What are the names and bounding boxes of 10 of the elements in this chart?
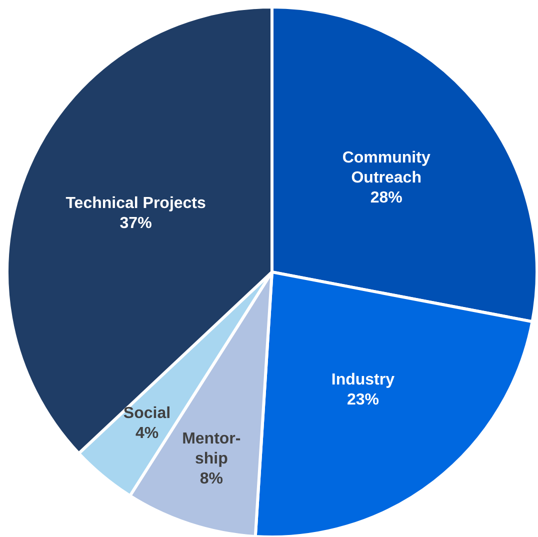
slice-label: Technical Projects bbox=[66, 194, 206, 212]
data-label: 37% bbox=[120, 214, 152, 232]
data-label: 8% bbox=[200, 470, 223, 487]
slice-label: Mentor-ship bbox=[182, 430, 241, 467]
slice-label: Social bbox=[123, 404, 171, 422]
slice-label: Industry bbox=[331, 370, 395, 388]
data-label: 23% bbox=[346, 390, 379, 408]
data-label: 4% bbox=[135, 424, 159, 442]
data-label: 28% bbox=[370, 188, 402, 206]
slice-label: Community Outreach bbox=[342, 148, 430, 186]
